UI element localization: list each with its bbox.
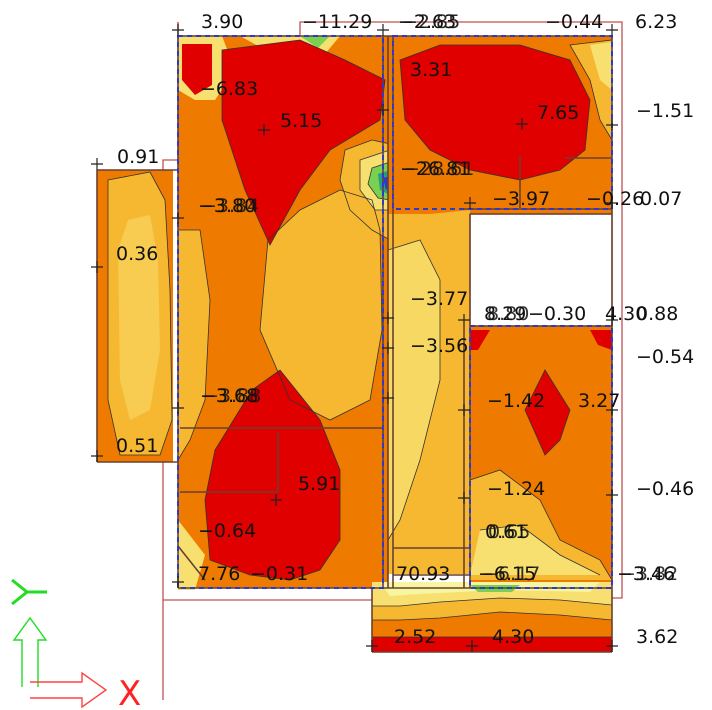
label-4-30b: 4.30 <box>605 303 647 325</box>
main-left-slab <box>177 36 421 590</box>
label-top-n2-85: −2.85 <box>402 11 460 33</box>
label-2-52: 2.52 <box>394 626 436 648</box>
label-4-30: 4.30 <box>492 626 534 648</box>
label-0-65: 0.65 <box>488 521 530 543</box>
label-n0-31: −0.31 <box>250 563 308 585</box>
x-axis-label: X <box>118 674 141 710</box>
label-n6-17: −6.17 <box>482 563 540 585</box>
label-top-n2-63: −2.63 <box>398 11 456 33</box>
node-markers <box>91 24 618 652</box>
label-n28-61: −28.61 <box>404 158 474 180</box>
label-7-76: 7.76 <box>198 563 240 585</box>
label-n3-56: −3.56 <box>410 335 468 357</box>
label-right-n0-54: −0.54 <box>636 346 694 368</box>
label-top-3-90: 3.90 <box>201 11 243 33</box>
label-n3-46: −3.46 <box>617 563 675 585</box>
x-axis-arrow <box>30 671 108 709</box>
label-n1-42: −1.42 <box>487 390 545 412</box>
label-right-0-07: 0.07 <box>640 188 682 210</box>
label-n3-88: −3.88 <box>203 385 261 407</box>
right-lower-slab <box>469 326 613 588</box>
label-n1-24: −1.24 <box>487 478 545 500</box>
label-0-61: 0.61 <box>485 521 527 543</box>
middle-band <box>387 214 470 574</box>
label-top-n0-44: −0.44 <box>545 11 603 33</box>
label-0-91: 0.91 <box>117 146 159 168</box>
label-n6-15: −6.15 <box>478 563 536 585</box>
label-n26-81: −26.81 <box>400 158 470 180</box>
label-5-91: 5.91 <box>298 473 340 495</box>
label-n3-77: −3.77 <box>410 288 468 310</box>
label-top-n11-29: −11.29 <box>302 11 372 33</box>
label-7-65: 7.65 <box>537 102 579 124</box>
label-n3-97: −3.97 <box>492 188 550 210</box>
axis-triad: X <box>11 578 141 710</box>
label-n3-82: −3.82 <box>620 563 678 585</box>
label-top-6-23: 6.23 <box>635 11 677 33</box>
label-n0-30: −0.30 <box>528 303 586 325</box>
label-3-31: 3.31 <box>410 59 452 81</box>
label-right-n1-51: −1.51 <box>636 100 694 122</box>
slab-boundaries <box>177 35 613 589</box>
label-n0-26: −0.26 <box>586 188 644 210</box>
value-labels: 3.90 −11.29 −2.63 −2.85 −0.44 6.23 −6.83… <box>116 11 694 648</box>
label-70-93: 70.93 <box>396 563 450 585</box>
label-right-n0-46: −0.46 <box>636 478 694 500</box>
label-0-36: 0.36 <box>116 243 158 265</box>
label-0-88: 0.88 <box>636 303 678 325</box>
label-8-80: 8.80 <box>487 303 529 325</box>
label-n6-83: −6.83 <box>200 78 258 100</box>
label-n3-84: −3.84 <box>201 195 259 217</box>
label-3-27: 3.27 <box>578 390 620 412</box>
left-wing-slab <box>97 170 173 462</box>
label-8-29: 8.29 <box>484 303 526 325</box>
y-axis-glyph <box>11 578 47 606</box>
label-n3-80: −3.80 <box>198 195 256 217</box>
y-axis-arrow <box>12 616 48 687</box>
label-5-15: 5.15 <box>280 110 322 132</box>
label-right-3-62: 3.62 <box>636 626 678 648</box>
label-n3-68: −3.68 <box>200 385 258 407</box>
label-0-51: 0.51 <box>116 435 158 457</box>
label-n0-64: −0.64 <box>198 520 256 542</box>
